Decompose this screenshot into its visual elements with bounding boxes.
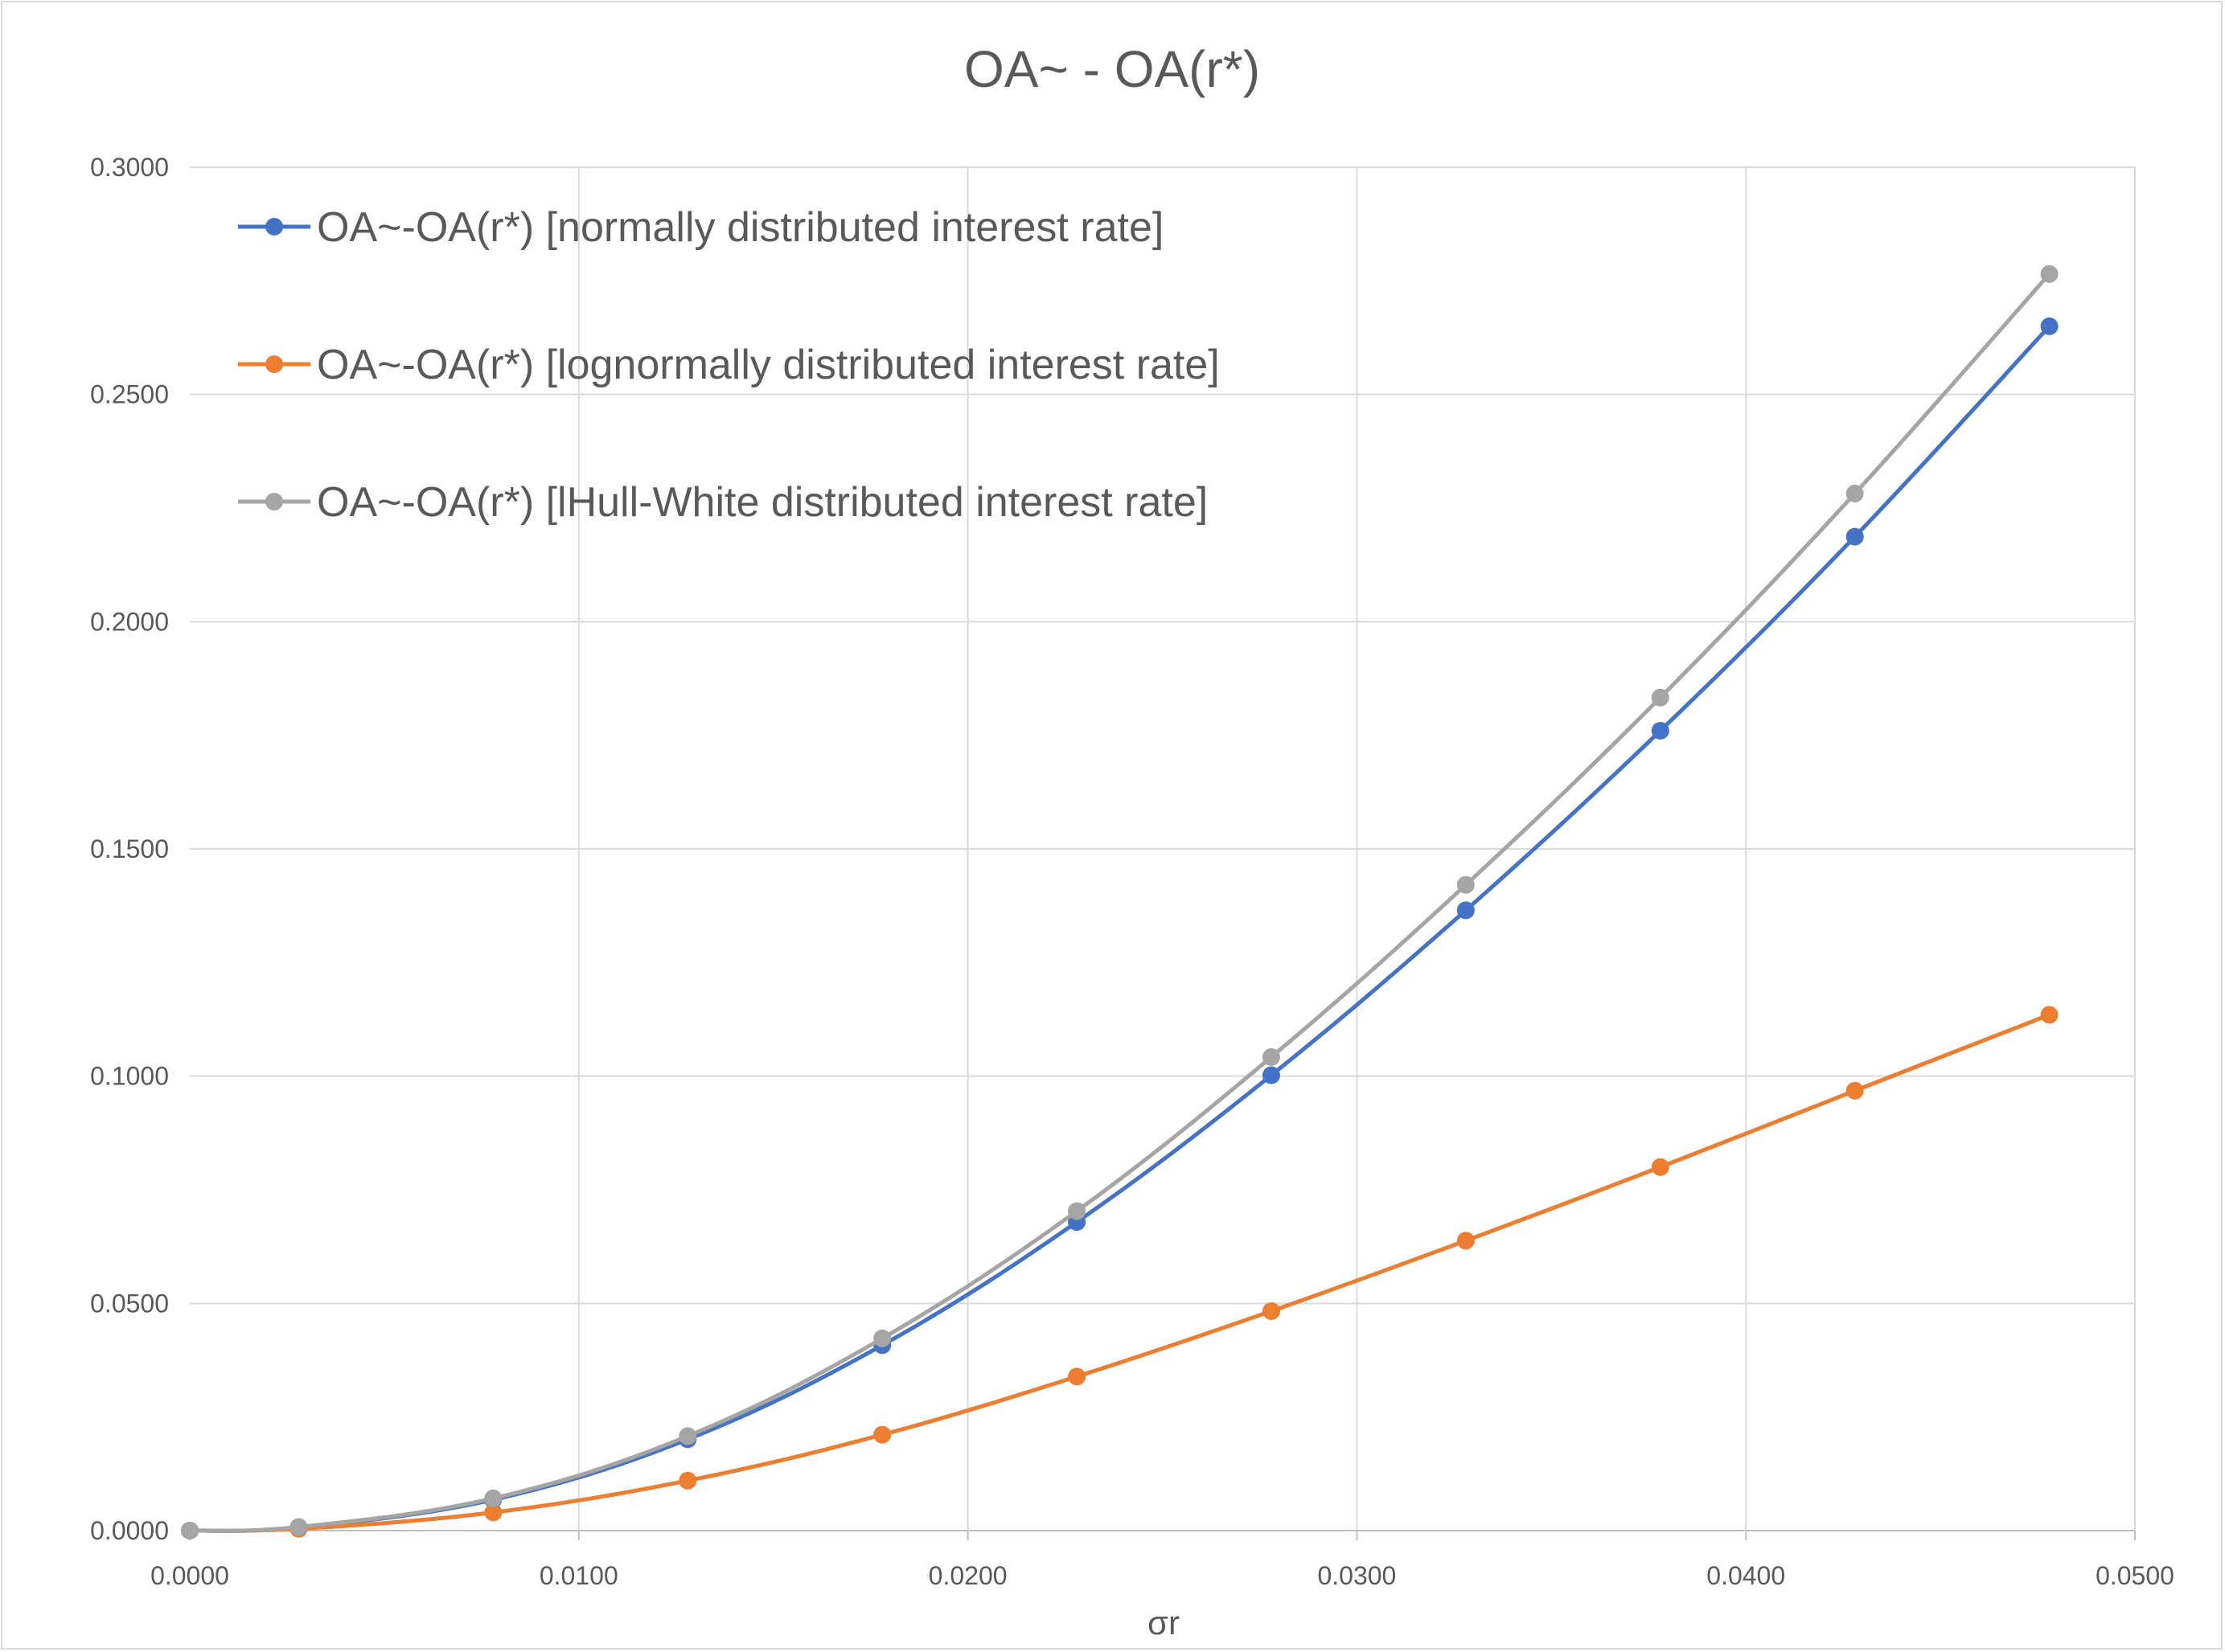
data-point — [679, 1471, 697, 1490]
data-point — [679, 1427, 697, 1445]
data-point — [1651, 688, 1669, 707]
data-point — [2040, 317, 2059, 335]
data-point — [1456, 901, 1475, 920]
data-point — [1456, 875, 1475, 894]
data-point — [1845, 527, 1864, 546]
data-point — [873, 1329, 892, 1347]
series-lines — [181, 264, 2059, 1539]
x-tick-label: 0.0200 — [929, 1561, 1008, 1590]
legend-swatch-marker — [265, 355, 283, 373]
legend-swatch-marker — [265, 493, 283, 510]
legend-entry: OA~-OA(r*) [normally distributed interes… — [238, 204, 1164, 251]
x-tick-label: 0.0000 — [150, 1561, 229, 1590]
legend-label: OA~-OA(r*) [lognormally distributed inte… — [317, 342, 1220, 388]
y-tick-label: 0.2000 — [90, 607, 169, 636]
axes: 0.0000 0.0500 0.1000 0.1500 0.2000 0.2500 0.30… — [90, 153, 2174, 1590]
data-point — [484, 1489, 503, 1507]
series-line — [187, 1012, 2052, 1533]
chart-title: OA~ - OA(r*) — [964, 40, 1260, 98]
legend-swatch-marker — [265, 218, 283, 236]
data-point — [1845, 484, 1864, 502]
y-tick-label: 0.3000 — [90, 153, 169, 182]
data-point — [484, 1503, 503, 1522]
y-tick-label: 0.0500 — [90, 1289, 169, 1318]
series-3 — [181, 264, 2059, 1539]
data-point — [1262, 1047, 1280, 1066]
y-tick-label: 0.1000 — [90, 1062, 169, 1091]
legend: OA~-OA(r*) [normally distributed interes… — [238, 204, 1220, 526]
x-tick-label: 0.0500 — [2096, 1561, 2174, 1590]
data-point — [1068, 1367, 1086, 1386]
y-tick-label: 0.1500 — [90, 834, 169, 863]
data-point — [1068, 1202, 1086, 1220]
data-point — [1262, 1302, 1280, 1320]
y-tick-label: 0.0000 — [90, 1516, 169, 1545]
x-tick-label: 0.0100 — [540, 1561, 618, 1590]
data-point — [1456, 1232, 1475, 1250]
x-tick-label: 0.0300 — [1317, 1561, 1396, 1590]
legend-entry: OA~-OA(r*) [lognormally distributed inte… — [238, 342, 1220, 388]
grid — [190, 166, 2136, 1531]
series-line — [187, 272, 2052, 1533]
x-axis-title: σr — [1147, 1604, 1180, 1642]
x-tick-label: 0.0400 — [1706, 1561, 1785, 1590]
legend-entry: OA~-OA(r*) [lHull-White distributed inte… — [238, 479, 1208, 526]
legend-label: OA~-OA(r*) [normally distributed interes… — [317, 204, 1164, 251]
data-point — [181, 1522, 199, 1539]
data-point — [1651, 722, 1669, 740]
data-point — [2040, 1006, 2059, 1024]
data-point — [873, 1425, 892, 1444]
legend-label: OA~-OA(r*) [lHull-White distributed inte… — [317, 479, 1208, 526]
data-point — [1651, 1158, 1669, 1176]
data-point — [1845, 1081, 1864, 1100]
data-point — [2040, 264, 2059, 283]
y-tick-label: 0.2500 — [90, 380, 169, 409]
data-point — [1262, 1066, 1280, 1084]
series-2 — [181, 1006, 2059, 1539]
data-point — [289, 1518, 308, 1536]
